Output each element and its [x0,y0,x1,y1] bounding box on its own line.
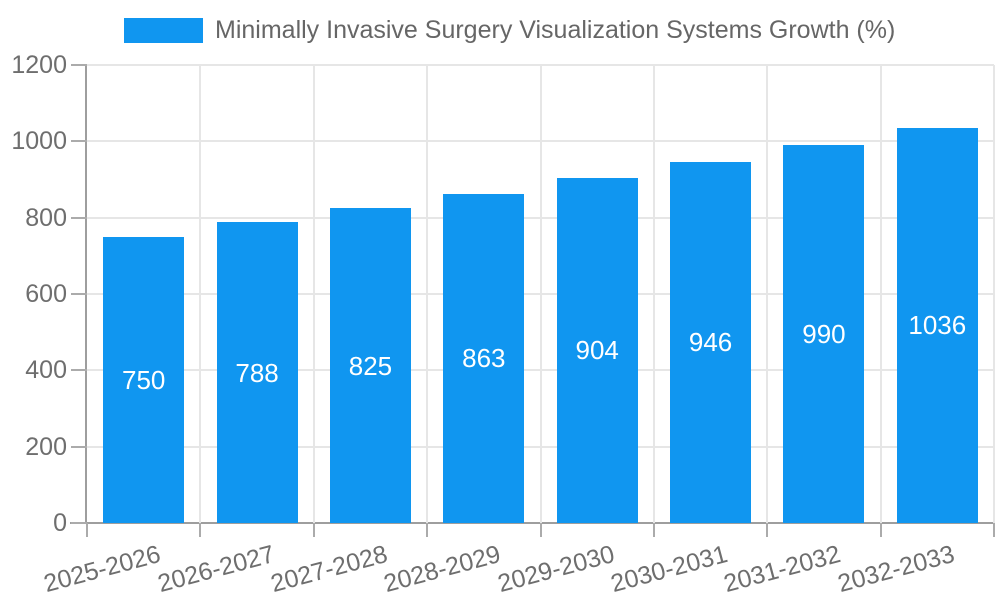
y-tick-label: 800 [25,203,67,232]
plot-area: 750 788 825 863 904 946 990 1036 [87,64,995,523]
bar-value-label: 750 [121,364,166,395]
x-axis-tick [426,523,429,537]
y-tick-label: 1000 [11,127,67,156]
y-axis-tick [71,293,87,295]
bar-value-label: 863 [462,343,506,374]
y-axis-tick [71,140,87,143]
x-tick-label: 2028-2029 [381,540,504,599]
x-tick-label: 2026-2027 [154,540,278,599]
x-axis-tick [86,523,88,537]
v-gridline [652,65,655,523]
x-axis-tick [766,523,769,537]
bar [329,208,411,523]
y-axis-tick [71,522,87,524]
x-axis-tick [199,523,202,537]
bar-value-label: 990 [802,319,846,350]
y-tick-label: 200 [25,432,67,461]
x-tick-label: 2027-2028 [267,540,391,599]
x-axis-line [70,522,994,524]
x-tick-label: 2025-2026 [40,540,164,599]
bar [216,222,298,523]
bar [670,161,752,523]
y-axis-tick [71,445,87,448]
x-axis-tick [993,523,995,537]
x-axis-tick [652,523,655,537]
x-tick-label: 2031-2032 [721,540,844,599]
y-tick-label: 0 [53,509,67,537]
x-axis-tick [312,523,315,537]
y-axis-tick [71,64,87,66]
y-axis-tick [71,216,87,219]
bar-value-label: 1036 [908,310,967,341]
bar [443,193,525,523]
y-tick-label: 400 [25,356,67,385]
x-tick-label: 2032-2033 [834,540,958,599]
bar [103,236,185,523]
v-gridline [993,65,995,523]
bar-value-label: 825 [348,350,393,381]
y-tick-label: 600 [25,280,67,308]
bar-value-label: 788 [235,357,279,388]
x-tick-label: 2030-2031 [607,540,731,599]
chart-legend[interactable]: Minimally Invasive Surgery Visualization… [124,17,895,43]
v-gridline [879,65,882,523]
bar-value-label: 946 [688,327,733,358]
bar [556,177,638,523]
x-axis-tick [539,523,542,537]
x-axis-tick [879,523,882,537]
y-tick-label: 1200 [11,51,67,79]
bar [896,127,978,523]
v-gridline [539,65,542,523]
legend-swatch-icon [124,17,203,43]
v-gridline [426,65,429,523]
y-axis-tick [71,369,87,372]
v-gridline [199,65,202,523]
v-gridline [766,65,769,523]
bar [783,145,865,523]
legend-label: Minimally Invasive Surgery Visualization… [215,16,896,44]
v-gridline [312,65,315,523]
bar-value-label: 904 [575,335,619,366]
x-tick-label: 2029-2030 [494,540,618,599]
